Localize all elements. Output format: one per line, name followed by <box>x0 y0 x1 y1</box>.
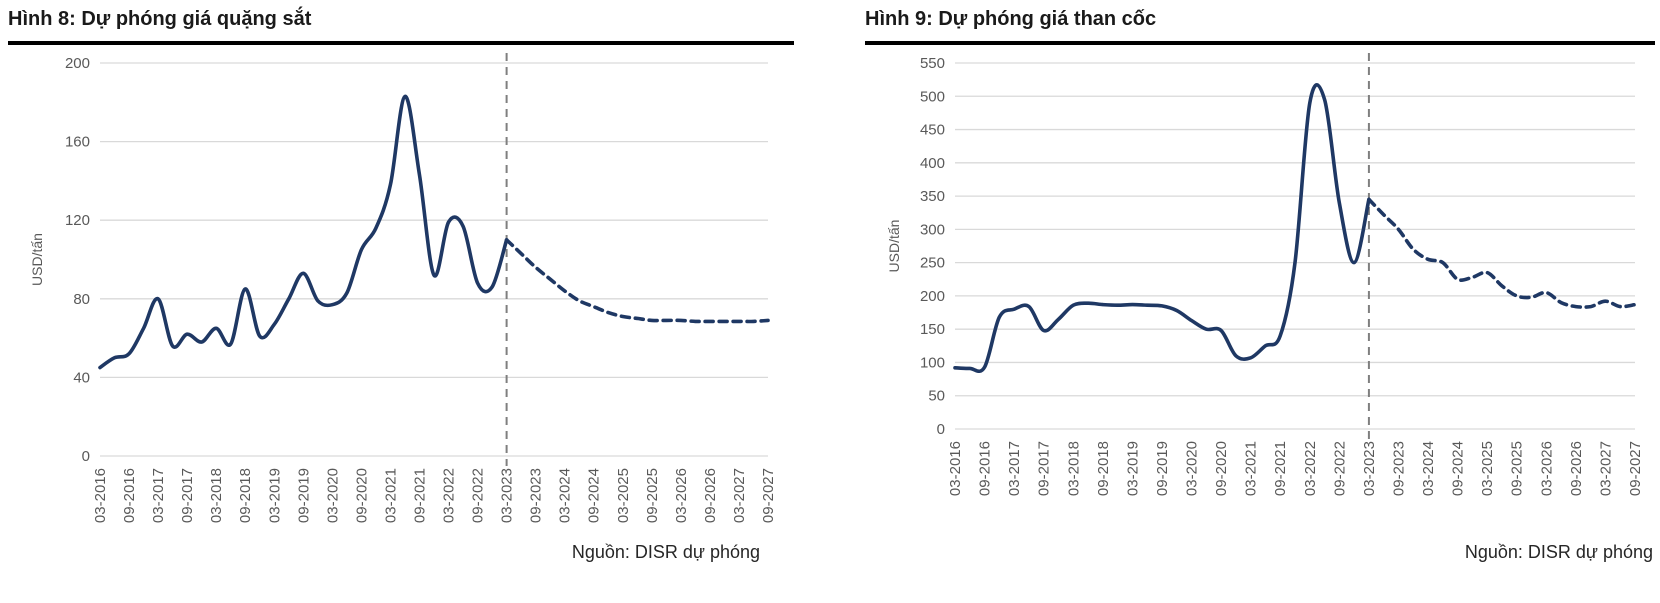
chart-plot-area: 0 50 100 150 200 250 300 350 400 450 500 550 USD/tấn… <box>886 53 1644 496</box>
figure-8-title: Hình 8: Dự phóng giá quặng sắt <box>8 8 312 30</box>
x-tick-label: 03-2019 <box>1124 441 1141 496</box>
figure-8-source: Nguồn: DISR dự phóng <box>571 542 760 562</box>
y-tick-label: 160 <box>65 134 90 151</box>
x-tick-label: 03-2020 <box>1184 441 1201 496</box>
y-tick-label: 40 <box>73 369 90 386</box>
y-tick-label: 50 <box>928 388 945 405</box>
x-tick-label: 09-2025 <box>1509 441 1526 496</box>
x-tick-label: 09-2023 <box>1390 441 1407 496</box>
y-tick-label: 80 <box>73 291 90 308</box>
y-tick-label: 300 <box>920 221 945 238</box>
x-tick-label: 03-2019 <box>266 468 283 523</box>
x-tick-label: 03-2021 <box>382 468 399 523</box>
x-tick-label: 03-2018 <box>1065 441 1082 496</box>
y-tick-label: 350 <box>920 188 945 205</box>
x-tick-label: 09-2027 <box>1627 441 1644 496</box>
x-tick-label: 03-2018 <box>208 468 225 523</box>
y-tick-label: 550 <box>920 55 945 72</box>
y-tick-label: 450 <box>920 122 945 139</box>
x-tick-label: 03-2017 <box>1006 441 1023 496</box>
x-tick-label: 09-2026 <box>1568 441 1585 496</box>
y-tick-label: 500 <box>920 88 945 105</box>
y-tick-label: 250 <box>920 255 945 272</box>
history-line <box>98 94 509 370</box>
y-tick-label: 150 <box>920 321 945 338</box>
x-tick-label: 09-2018 <box>237 468 254 523</box>
figure-8-title-rule <box>8 41 794 45</box>
x-tick-label: 09-2022 <box>1331 441 1348 496</box>
y-tick-label: 400 <box>920 155 945 172</box>
x-tick-label: 03-2016 <box>947 441 964 496</box>
x-tick-label: 09-2019 <box>295 468 312 523</box>
x-tick-label: 03-2024 <box>557 468 574 523</box>
x-tick-label: 03-2025 <box>1479 441 1496 496</box>
y-tick-label: 200 <box>65 55 90 72</box>
x-tick-label: 03-2027 <box>1597 441 1614 496</box>
x-tick-label: 09-2017 <box>179 468 196 523</box>
y-tick-label: 100 <box>920 354 945 371</box>
x-tick-label: 09-2025 <box>644 468 661 523</box>
forecast-line <box>1367 197 1637 309</box>
x-tick-label: 09-2018 <box>1095 441 1112 496</box>
figure-9-chart: 0 50 100 150 200 250 300 350 400 450 500 550 USD/tấn… <box>865 47 1655 538</box>
x-tick-label: 09-2020 <box>353 468 370 523</box>
x-tick-label: 03-2026 <box>1538 441 1555 496</box>
x-tick-label: 09-2017 <box>1036 441 1053 496</box>
x-tick-label: 09-2024 <box>586 468 603 523</box>
y-tick-label: 0 <box>937 421 945 438</box>
x-tick-label: 03-2021 <box>1243 441 1260 496</box>
x-tick-label: 03-2017 <box>150 468 167 523</box>
forecast-line <box>504 238 770 324</box>
y-tick-label: 0 <box>82 448 90 465</box>
x-tick-label: 03-2022 <box>441 468 458 523</box>
x-tick-label: 09-2021 <box>411 468 428 523</box>
history-line <box>953 83 1371 374</box>
x-tick-label: 03-2023 <box>499 468 516 523</box>
x-tick-label: 09-2024 <box>1450 441 1467 496</box>
figure-9-column: Hình 9: Dự phóng giá than cốc 0 50 100 150 2… <box>865 6 1655 563</box>
y-tick-label: 200 <box>920 288 945 305</box>
x-tick-label: 03-2022 <box>1302 441 1319 496</box>
x-tick-label: 09-2019 <box>1154 441 1171 496</box>
x-tick-label: 03-2020 <box>324 468 341 523</box>
x-tick-label: 03-2016 <box>92 468 109 523</box>
chart-plot-area: 0 40 80 120 160 200 USD/tấn 03-2016 09-2016 03-20… <box>29 53 777 523</box>
figure-8-chart: 0 40 80 120 160 200 USD/tấn 03-2016 09-2016 03-20… <box>8 47 794 538</box>
x-tick-label: 09-2026 <box>702 468 719 523</box>
x-tick-label: 09-2016 <box>977 441 994 496</box>
y-tick-label: 120 <box>65 212 90 229</box>
x-tick-label: 03-2023 <box>1361 441 1378 496</box>
figure-9-source: Nguồn: DISR dự phóng <box>1464 542 1653 562</box>
x-tick-label: 03-2024 <box>1420 441 1437 496</box>
x-tick-label: 03-2027 <box>731 468 748 523</box>
figure-8-column: Hình 8: Dự phóng giá quặng sắt 0 40 80 120 1… <box>8 6 794 563</box>
x-tick-label: 09-2023 <box>528 468 545 523</box>
x-tick-label: 09-2020 <box>1213 441 1230 496</box>
figure-9-title-rule <box>865 41 1655 45</box>
figure-9-title: Hình 9: Dự phóng giá than cốc <box>865 8 1157 30</box>
x-tick-label: 09-2021 <box>1272 441 1289 496</box>
x-tick-label: 09-2016 <box>121 468 138 523</box>
x-tick-label: 09-2027 <box>760 468 777 523</box>
x-tick-label: 03-2026 <box>673 468 690 523</box>
y-axis-title: USD/tấn <box>886 220 902 273</box>
x-tick-label: 09-2022 <box>470 468 487 523</box>
x-tick-label: 03-2025 <box>615 468 632 523</box>
y-axis-title: USD/tấn <box>29 233 45 286</box>
